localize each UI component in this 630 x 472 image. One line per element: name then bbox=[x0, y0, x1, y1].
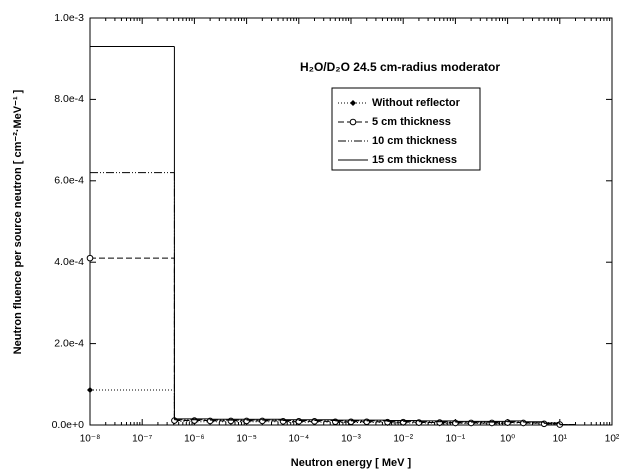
legend-label: 5 cm thickness bbox=[372, 116, 451, 128]
y-tick-label: 0.0e+0 bbox=[52, 419, 85, 431]
legend-label: 10 cm thickness bbox=[372, 135, 457, 147]
chart-title: H₂O/D₂O 24.5 cm-radius moderator bbox=[300, 60, 500, 74]
marker bbox=[87, 386, 93, 393]
x-tick-label: 10⁻² bbox=[393, 434, 413, 445]
marker bbox=[86, 254, 94, 262]
legend-label: 15 cm thickness bbox=[372, 154, 457, 166]
legend-box bbox=[331, 87, 481, 171]
x-tick-label: 10⁻³ bbox=[341, 434, 361, 445]
marker bbox=[349, 118, 357, 126]
x-tick-label: 10⁻⁸ bbox=[80, 434, 101, 445]
y-tick-label: 2.0e-4 bbox=[54, 337, 84, 349]
x-tick-label: 10⁻⁴ bbox=[288, 434, 309, 445]
y-tick-label: 4.0e-4 bbox=[54, 256, 84, 268]
legend-label: Without reflector bbox=[372, 97, 461, 109]
y-tick-label: 1.0e-3 bbox=[54, 12, 84, 24]
x-tick-label: 10⁰ bbox=[500, 434, 515, 445]
x-tick-label: 10⁻⁷ bbox=[132, 434, 152, 445]
y-tick-label: 8.0e-4 bbox=[54, 93, 84, 105]
x-tick-label: 10⁻⁶ bbox=[184, 434, 205, 445]
x-tick-label: 10⁻⁵ bbox=[236, 434, 257, 445]
marker bbox=[350, 100, 356, 106]
y-axis-label: Neutron fluence per source neutron [ cm⁻… bbox=[12, 89, 24, 354]
x-axis-label: Neutron energy [ MeV ] bbox=[291, 457, 412, 469]
y-tick-label: 6.0e-4 bbox=[54, 175, 84, 187]
x-tick-label: 10¹ bbox=[553, 434, 568, 445]
x-tick-label: 10² bbox=[605, 434, 620, 445]
x-tick-label: 10⁻¹ bbox=[446, 434, 466, 445]
plot-frame bbox=[89, 17, 613, 426]
